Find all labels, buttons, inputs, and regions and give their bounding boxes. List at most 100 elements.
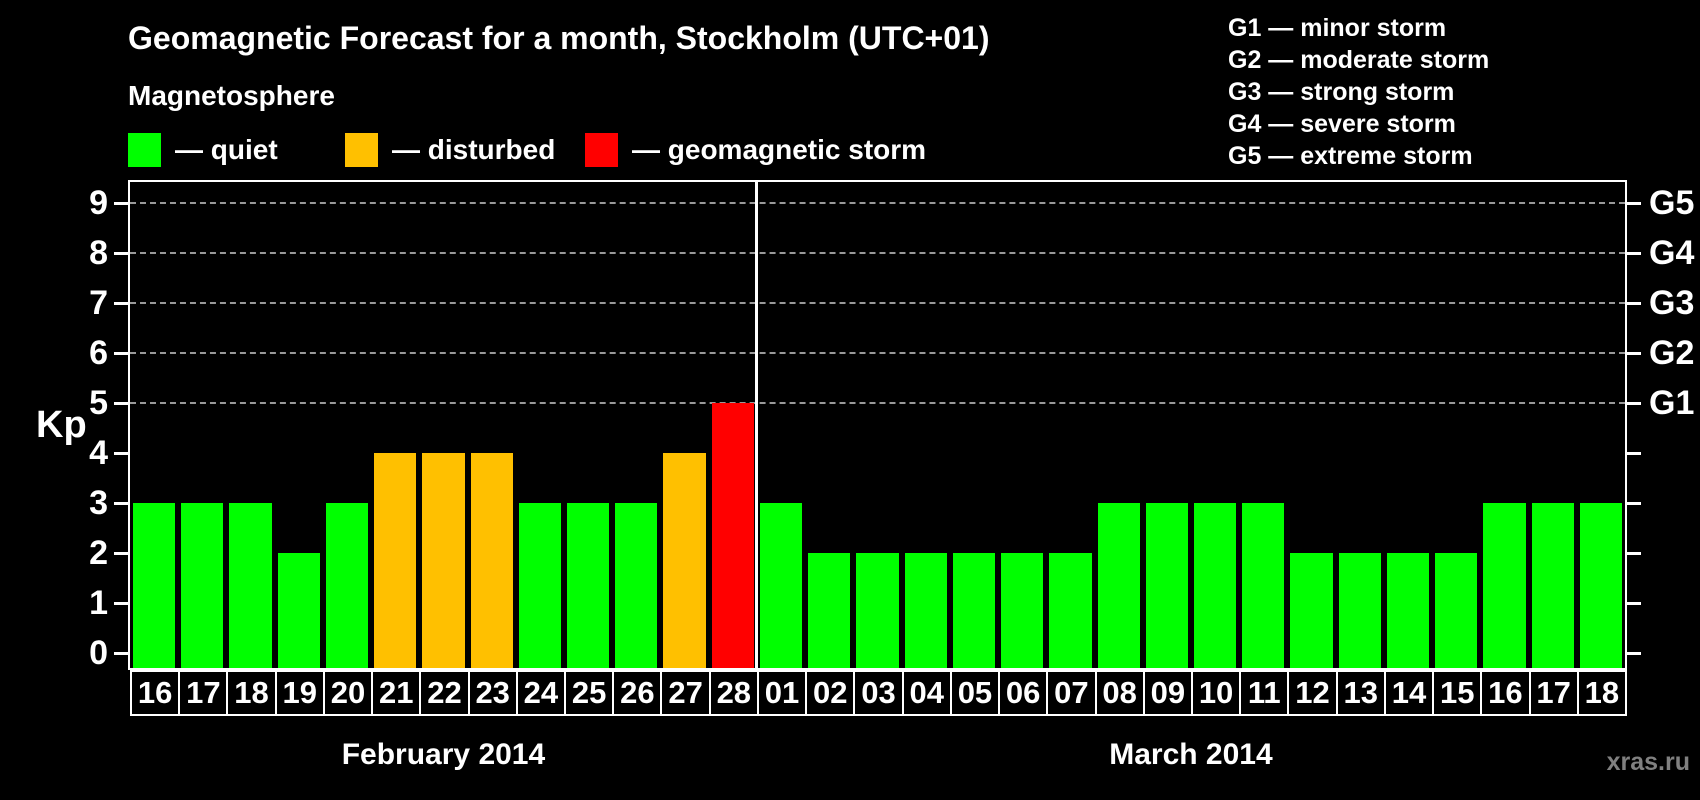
bar-march-03 <box>856 553 899 668</box>
y-tick-left-3 <box>114 502 130 505</box>
y-tick-right-7 <box>1625 302 1641 305</box>
day-label-march-11: 11 <box>1239 670 1290 716</box>
bar-march-12 <box>1290 553 1333 668</box>
bar-february-28 <box>711 403 754 668</box>
bar-march-01 <box>759 503 803 668</box>
day-label-february-26: 26 <box>612 670 663 716</box>
chart-title: Geomagnetic Forecast for a month, Stockh… <box>128 20 990 56</box>
y-tick-label-5: 5 <box>89 384 108 422</box>
y-tick-left-9 <box>114 202 130 205</box>
day-label-march-01: 01 <box>756 670 808 716</box>
day-label-march-04: 04 <box>901 670 952 716</box>
day-label-march-13: 13 <box>1335 670 1386 716</box>
gridline-kp-6 <box>130 352 1625 354</box>
day-label-february-28: 28 <box>708 670 759 716</box>
day-label-march-16: 16 <box>1480 670 1531 716</box>
day-label-february-20: 20 <box>322 670 374 716</box>
g-scale-label-g4: G4 <box>1649 234 1695 272</box>
storm-scale-line-g3: G3 — strong storm <box>1228 78 1455 106</box>
bar-february-23 <box>470 453 513 668</box>
day-label-february-16: 16 <box>130 670 181 716</box>
y-tick-label-3: 3 <box>89 484 108 522</box>
watermark-xras-ru: xras.ru <box>1606 748 1690 776</box>
storm-scale-line-g4: G4 — severe storm <box>1228 110 1456 138</box>
gridline-kp-7 <box>130 302 1625 304</box>
y-tick-left-1 <box>114 602 130 605</box>
g-scale-label-g5: G5 <box>1649 184 1695 222</box>
y-tick-left-4 <box>114 452 130 455</box>
bar-february-17 <box>181 503 224 668</box>
y-tick-right-4 <box>1625 452 1641 455</box>
bar-february-20 <box>325 503 369 668</box>
bar-february-19 <box>277 553 320 668</box>
legend-swatch-storm <box>585 133 618 167</box>
y-tick-right-6 <box>1625 352 1641 355</box>
gridline-kp-8 <box>130 252 1625 254</box>
y-tick-right-0 <box>1625 652 1641 655</box>
bar-february-21 <box>374 453 417 668</box>
day-label-february-23: 23 <box>467 670 518 716</box>
bar-march-17 <box>1531 503 1574 668</box>
y-tick-right-3 <box>1625 502 1641 505</box>
legend-swatch-disturbed <box>345 133 378 167</box>
day-label-march-09: 09 <box>1142 670 1193 716</box>
y-tick-label-1: 1 <box>89 584 108 622</box>
y-tick-left-8 <box>114 252 130 255</box>
day-label-march-12: 12 <box>1287 670 1338 716</box>
y-tick-left-2 <box>114 552 130 555</box>
bar-february-22 <box>422 453 465 668</box>
y-tick-right-9 <box>1625 202 1641 205</box>
y-tick-left-6 <box>114 352 130 355</box>
kp-axis-label: Kp <box>36 404 87 446</box>
bar-march-04 <box>904 553 947 668</box>
bar-february-24 <box>518 503 562 668</box>
y-tick-label-0: 0 <box>89 634 108 672</box>
bar-february-16 <box>133 503 176 668</box>
bar-february-25 <box>567 503 610 668</box>
day-label-march-02: 02 <box>805 670 856 716</box>
bar-february-18 <box>229 503 272 668</box>
y-tick-label-2: 2 <box>89 534 108 572</box>
magnetosphere-legend: — quiet — disturbed — geomagnetic storm <box>0 130 1000 174</box>
storm-scale-legend: G1 — minor storm G2 — moderate storm G3 — … <box>1228 12 1489 172</box>
day-label-march-14: 14 <box>1383 670 1435 716</box>
bar-march-15 <box>1435 553 1478 668</box>
y-tick-left-0 <box>114 652 130 655</box>
day-label-february-17: 17 <box>178 670 229 716</box>
gridline-kp-5 <box>130 402 1625 404</box>
day-label-march-10: 10 <box>1190 670 1242 716</box>
y-tick-left-5 <box>114 402 130 405</box>
day-label-march-03: 03 <box>853 670 904 716</box>
day-label-february-27: 27 <box>660 670 711 716</box>
day-label-february-24: 24 <box>515 670 567 716</box>
y-tick-label-7: 7 <box>89 284 108 322</box>
bar-february-27 <box>663 453 706 668</box>
bar-february-26 <box>615 503 658 668</box>
day-label-february-22: 22 <box>419 670 470 716</box>
day-label-march-07: 07 <box>1046 670 1097 716</box>
day-label-february-18: 18 <box>226 670 277 716</box>
day-label-march-05: 05 <box>949 670 1001 716</box>
bar-march-05 <box>952 553 996 668</box>
bar-march-18 <box>1579 503 1622 668</box>
legend-label-storm: — geomagnetic storm <box>632 134 927 165</box>
storm-scale-line-g5: G5 — extreme storm <box>1228 142 1473 170</box>
y-tick-label-6: 6 <box>89 334 108 372</box>
y-tick-label-4: 4 <box>89 434 108 472</box>
bar-march-16 <box>1483 503 1526 668</box>
y-tick-right-1 <box>1625 602 1641 605</box>
legend-swatch-quiet <box>128 133 161 167</box>
month-separator <box>755 182 759 668</box>
month-label-february: February 2014 <box>341 738 546 771</box>
bar-march-10 <box>1193 503 1237 668</box>
day-label-march-08: 08 <box>1094 670 1145 716</box>
y-tick-left-7 <box>114 302 130 305</box>
day-label-march-17: 17 <box>1528 670 1579 716</box>
gridline-kp-9 <box>130 202 1625 204</box>
g-scale-label-g3: G3 <box>1649 284 1695 322</box>
storm-scale-line-g2: G2 — moderate storm <box>1228 46 1490 74</box>
y-tick-right-8 <box>1625 252 1641 255</box>
bar-march-07 <box>1049 553 1092 668</box>
g-scale-label-g1: G1 <box>1649 384 1695 422</box>
